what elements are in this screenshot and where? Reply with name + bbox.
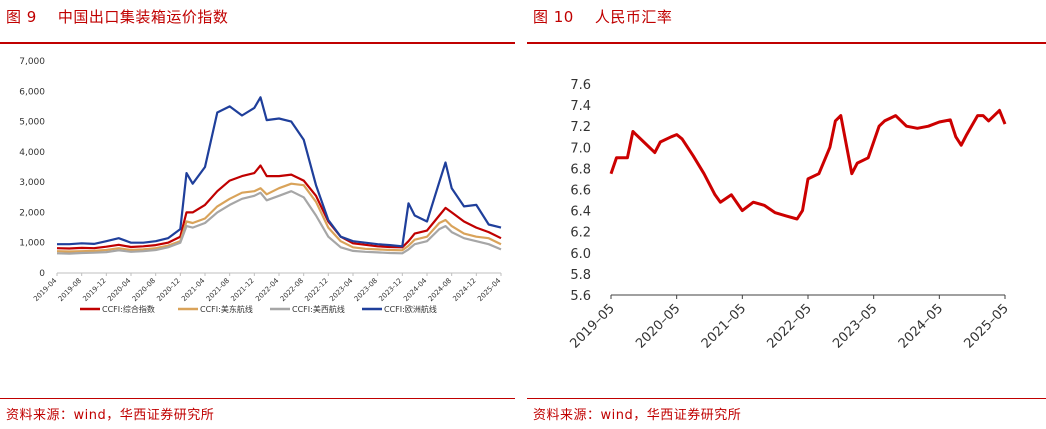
- y-tick-label: 7,000: [19, 57, 45, 67]
- x-tick-label: 2023-04: [328, 276, 355, 303]
- x-tick-label: 2020-04: [106, 276, 133, 303]
- y-tick-label: 6.0: [570, 247, 591, 262]
- exchange-rate-line: [609, 108, 1007, 221]
- x-tick-label: 2023–05: [830, 301, 880, 351]
- x-tick-label: 2019-08: [57, 277, 83, 303]
- y-tick-label: 7.0: [570, 141, 591, 156]
- y-tick-label: 5.8: [570, 268, 591, 283]
- x-tick-label: 2021-12: [229, 277, 255, 303]
- right-source-note: 资料来源：wind，华西证券研究所: [533, 408, 742, 423]
- y-tick-label: 6.4: [570, 205, 591, 220]
- x-tick-label: 2022-08: [279, 277, 305, 303]
- left-panel: 图 9 中国出口集装箱运价指数 0 1,000 2,000 3,000 4,000 5,0…: [0, 0, 515, 429]
- series-line-2: [56, 182, 502, 253]
- x-tick-label: 2022-04: [254, 276, 281, 303]
- x-tick-label: 2019-12: [81, 277, 107, 303]
- right-title-rule: [527, 42, 1046, 44]
- x-tick-label: 2020-08: [131, 277, 157, 303]
- legend-label: CCFI:综合指数: [102, 304, 155, 314]
- y-tick-label: 0: [39, 269, 45, 279]
- right-figure-title: 图 10 人民币汇率: [533, 8, 673, 26]
- x-tick-label: 2025–05: [962, 301, 1012, 351]
- y-tick-label: 3,000: [19, 178, 45, 188]
- x-tick-label: 2021-08: [205, 277, 231, 303]
- x-tick-label: 2023-12: [377, 277, 403, 303]
- series-line-1: [56, 164, 502, 250]
- x-tick-label: 2024-04: [402, 276, 429, 303]
- x-tick-label: 2021-04: [180, 276, 207, 303]
- series-line-4: [57, 96, 502, 248]
- y-tick-label: 6.8: [570, 162, 591, 177]
- left-source-note: 资料来源：wind，华西证券研究所: [6, 408, 215, 423]
- ccfi-chart: 0 1,000 2,000 3,000 4,000 5,000 6,000 7,000 2019…: [19, 57, 503, 314]
- y-tick-label: 5,000: [19, 118, 45, 128]
- x-tick-label: 2025-04: [476, 276, 503, 303]
- y-tick-label: 4,000: [19, 148, 45, 158]
- y-tick-label: 6.2: [570, 226, 591, 241]
- x-tick-label: 2024-08: [427, 277, 453, 303]
- x-tick-label: 2020-12: [155, 277, 181, 303]
- right-source-rule: [527, 398, 1046, 399]
- x-tick-label: 2023-08: [353, 277, 379, 303]
- x-tick-label: 2022–05: [765, 301, 815, 351]
- left-title-rule: [0, 42, 515, 44]
- x-tick-label: 2020–05: [633, 301, 683, 351]
- legend-label: CCFI:美西航线: [292, 304, 345, 314]
- x-tick-label: 2022-12: [303, 277, 329, 303]
- right-panel: 图 10 人民币汇率 5.6 5.8 6.0 6.2 6.4 6.6 6.8 7.0 7.2 7.…: [527, 0, 1046, 429]
- y-tick-label: 6.6: [570, 184, 591, 199]
- left-figure-title: 图 9 中国出口集装箱运价指数: [6, 8, 229, 26]
- legend-label: CCFI:欧洲航线: [384, 304, 437, 314]
- series-line-3: [56, 190, 502, 255]
- left-source-rule: [0, 398, 515, 399]
- y-tick-label: 2,000: [19, 208, 45, 218]
- y-tick-label: 7.6: [570, 78, 591, 93]
- x-tick-label: 2021–05: [699, 301, 749, 351]
- x-tick-label: 2019–05: [568, 301, 618, 351]
- y-tick-label: 7.2: [570, 120, 591, 135]
- rmb-exchange-rate-chart: 5.6 5.8 6.0 6.2 6.4 6.6 6.8 7.0 7.2 7.4 7.6 2019–05…: [568, 78, 1012, 352]
- y-tick-label: 5.6: [570, 289, 591, 304]
- legend-label: CCFI:美东航线: [200, 304, 253, 314]
- y-tick-label: 1,000: [19, 239, 45, 249]
- x-tick-label: 2024–05: [896, 301, 946, 351]
- x-tick-label: 2024-12: [451, 277, 477, 303]
- x-tick-label: 2019-04: [32, 276, 59, 303]
- y-tick-label: 7.4: [570, 99, 591, 114]
- y-tick-label: 6,000: [19, 87, 45, 97]
